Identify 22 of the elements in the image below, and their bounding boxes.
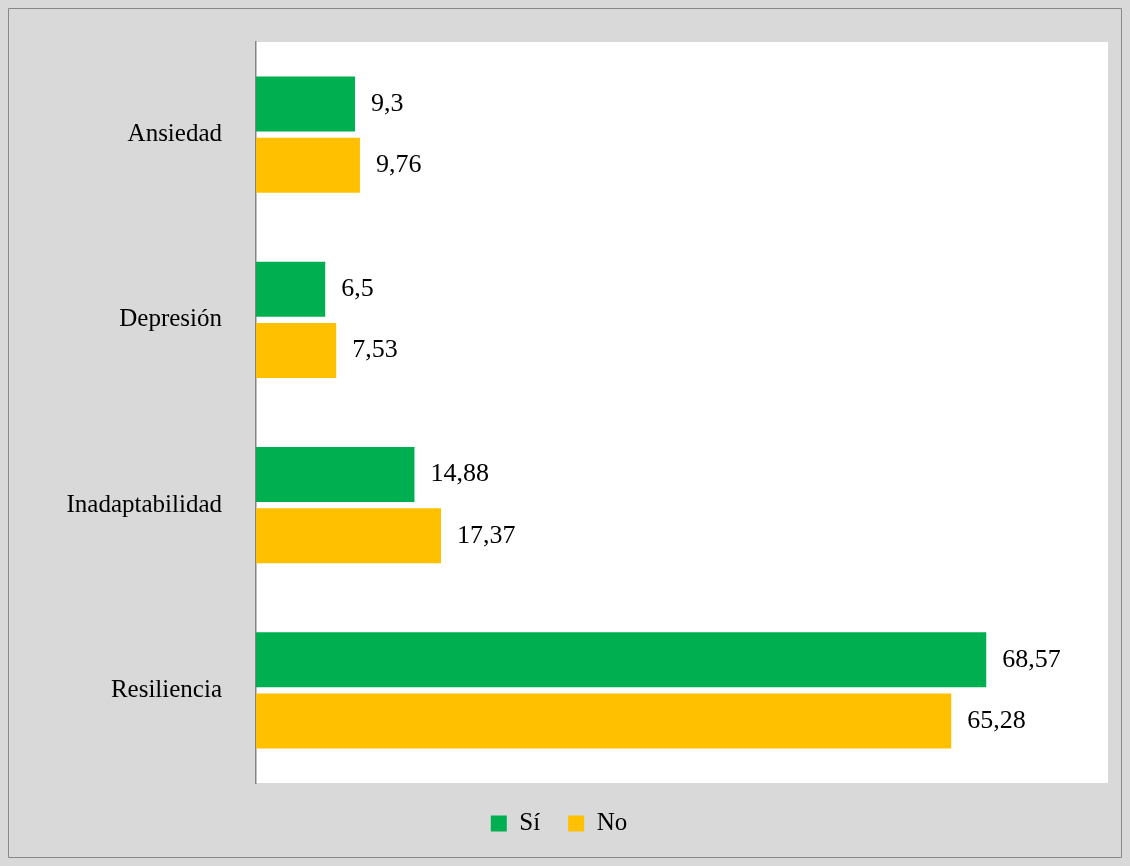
legend-label: No: [596, 808, 628, 836]
y-tick-label: Depresión: [119, 304, 223, 332]
bar: [256, 632, 987, 688]
bar: [256, 322, 337, 378]
y-tick-label: Resiliencia: [110, 674, 222, 702]
y-tick-label: Inadaptabilidad: [66, 489, 223, 517]
data-label: 7,53: [352, 334, 398, 364]
data-label: 14,88: [430, 458, 489, 488]
bar: [256, 447, 415, 503]
data-label: 9,76: [375, 149, 422, 179]
bar: [256, 261, 326, 317]
legend-label: Sí: [519, 808, 541, 836]
bar: [256, 508, 441, 564]
data-label: 65,28: [967, 704, 1026, 734]
bar: [256, 137, 360, 193]
bar: [256, 693, 952, 749]
data-label: 68,57: [1002, 643, 1061, 673]
data-label: 9,3: [371, 87, 404, 117]
data-label: 17,37: [456, 519, 516, 549]
y-tick-label: Ansiedad: [127, 119, 223, 147]
bar: [256, 76, 356, 132]
data-label: 6,5: [341, 273, 374, 303]
